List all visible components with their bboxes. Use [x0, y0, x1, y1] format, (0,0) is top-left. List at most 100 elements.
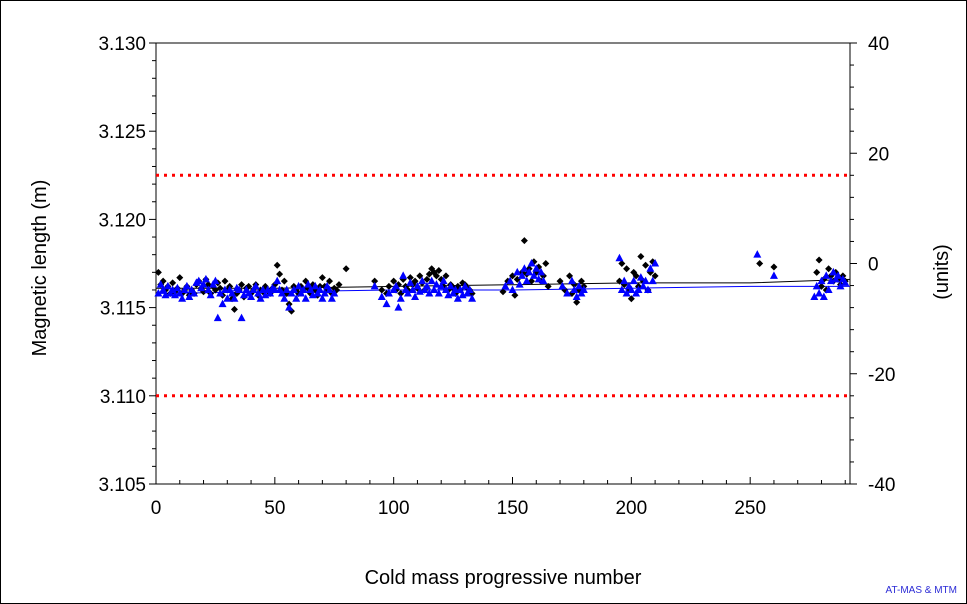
data-point-triangle	[518, 271, 527, 279]
data-point-triangle	[422, 281, 431, 290]
data-point-diamond	[276, 270, 284, 278]
x-tick-label: 0	[151, 498, 162, 519]
data-point-triangle	[206, 290, 215, 299]
data-point-triangle	[403, 288, 412, 297]
data-point-triangle	[841, 278, 850, 286]
data-point-triangle	[525, 267, 534, 276]
data-point-triangle	[819, 292, 828, 301]
data-point-diamond	[542, 260, 550, 267]
data-point-diamond	[442, 272, 450, 280]
data-point-triangle	[815, 288, 824, 297]
data-point-diamond	[825, 265, 833, 273]
data-point-triangle	[382, 299, 391, 308]
data-point-diamond	[176, 274, 184, 282]
y-axis-right-label: (units)	[931, 244, 953, 300]
data-point-diamond	[618, 260, 626, 267]
data-point-diamond	[216, 284, 224, 292]
y-right-tick-label: 0	[868, 255, 879, 276]
data-point-triangle	[427, 276, 436, 285]
data-point-triangle	[508, 285, 517, 293]
data-point-triangle	[320, 288, 329, 297]
data-point-triangle	[254, 288, 263, 297]
data-point-diamond	[273, 261, 281, 269]
data-point-diamond	[511, 291, 519, 299]
data-point-diamond	[435, 267, 443, 275]
data-point-triangle	[617, 285, 626, 293]
data-point-triangle	[411, 292, 420, 301]
data-point-triangle	[154, 288, 163, 297]
data-point-diamond	[423, 275, 431, 283]
data-point-triangle	[159, 285, 168, 293]
data-point-triangle	[622, 288, 631, 297]
data-point-triangle	[527, 259, 536, 267]
data-point-triangle	[643, 285, 652, 293]
data-point-diamond	[432, 272, 440, 280]
data-point-triangle	[163, 281, 172, 290]
data-point-diamond	[642, 261, 650, 269]
data-point-triangle	[529, 271, 538, 279]
data-point-diamond	[238, 281, 246, 289]
data-point-triangle	[204, 285, 213, 293]
data-point-triangle	[394, 303, 403, 311]
y-right-tick-label: 40	[868, 34, 889, 55]
x-tick-label: 200	[615, 498, 647, 519]
data-point-triangle	[579, 285, 588, 293]
data-point-triangle	[173, 283, 182, 292]
data-point-triangle	[211, 276, 220, 285]
data-point-triangle	[280, 294, 289, 302]
data-point-triangle	[315, 285, 324, 293]
x-axis-label: Cold mass progressive number	[365, 567, 642, 589]
data-point-triangle	[817, 276, 826, 285]
credit-text: AT-MAS & MTM	[885, 585, 957, 596]
data-point-triangle	[465, 285, 474, 293]
data-point-diamond	[577, 277, 585, 285]
data-point-diamond	[770, 263, 778, 271]
data-point-triangle	[522, 276, 531, 285]
data-point-diamond	[385, 282, 393, 290]
data-point-triangle	[413, 281, 422, 290]
data-point-diamond	[280, 277, 288, 285]
data-point-diamond	[411, 277, 419, 285]
data-point-triangle	[251, 281, 260, 290]
plot-border	[155, 42, 851, 485]
data-point-triangle	[156, 280, 165, 288]
data-point-triangle	[289, 285, 298, 293]
data-point-triangle	[501, 281, 510, 290]
data-point-triangle	[456, 285, 465, 293]
data-point-triangle	[441, 285, 450, 293]
data-point-triangle	[223, 294, 232, 302]
x-tick-label: 150	[497, 498, 529, 519]
data-point-triangle	[439, 276, 448, 285]
data-point-triangle	[230, 294, 239, 302]
data-point-triangle	[572, 292, 581, 301]
x-tick-label: 50	[264, 498, 285, 519]
data-point-diamond	[499, 288, 507, 296]
data-point-diamond	[556, 277, 564, 285]
y-left-tick-label: 3.130	[98, 34, 146, 55]
data-point-diamond	[230, 305, 238, 313]
data-point-triangle	[228, 288, 237, 297]
y-left-tick-label: 3.115	[100, 299, 146, 320]
data-point-triangle	[175, 288, 184, 297]
x-tick-label: 250	[734, 498, 766, 519]
data-point-triangle	[306, 285, 315, 293]
data-point-triangle	[446, 281, 455, 290]
data-point-triangle	[810, 292, 819, 301]
data-point-triangle	[282, 285, 291, 293]
data-point-diamond	[627, 295, 635, 303]
data-point-triangle	[216, 288, 225, 297]
data-point-triangle	[506, 276, 515, 285]
data-point-triangle	[185, 292, 194, 301]
data-point-triangle	[294, 281, 303, 290]
data-point-triangle	[515, 280, 524, 288]
y-left-tick-label: 3.110	[100, 387, 146, 408]
data-point-triangle	[520, 264, 529, 272]
data-point-diamond	[756, 260, 764, 267]
data-point-triangle	[301, 294, 310, 302]
data-point-diamond	[573, 298, 581, 306]
plot-area: 3.105 3.110 3.115 3.120 3.125 3.130 -40 -20 0 20 4…	[98, 34, 895, 519]
data-point-triangle	[534, 274, 543, 283]
data-point-triangle	[636, 273, 645, 281]
data-point-triangle	[646, 264, 655, 272]
